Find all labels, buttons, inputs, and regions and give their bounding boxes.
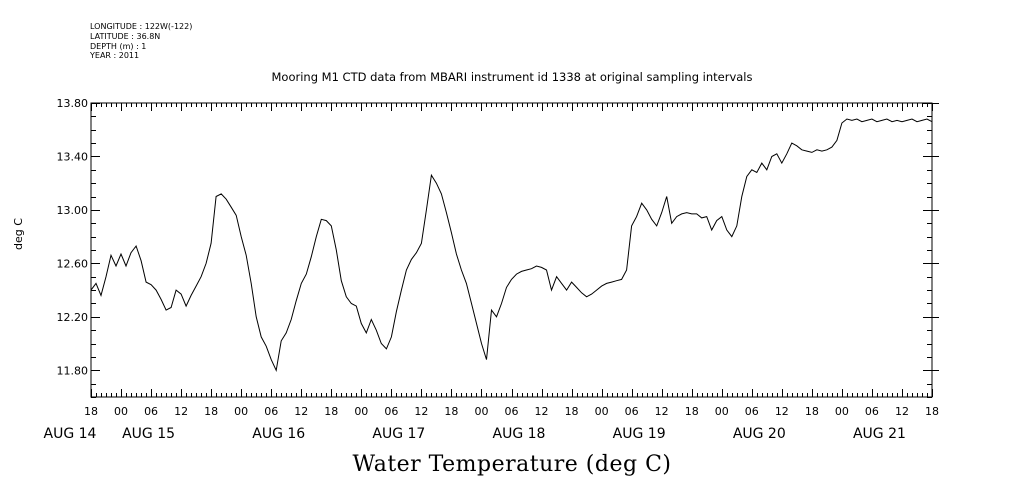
x-day-label: AUG 20	[733, 426, 786, 442]
x-hour-tick-label: 18	[805, 405, 819, 418]
x-day-label: AUG 16	[252, 426, 305, 442]
x-day-label: AUG 21	[853, 426, 906, 442]
x-hour-tick-label: 12	[775, 405, 789, 418]
x-hour-tick-label: 00	[715, 405, 729, 418]
temperature-series-line	[90, 118, 933, 372]
y-tick-label: 12.20	[57, 311, 89, 324]
x-day-label: AUG 14	[44, 426, 97, 442]
x-hour-tick-label: 12	[414, 405, 428, 418]
x-day-label: AUG 19	[613, 426, 666, 442]
y-tick-label: 11.80	[57, 364, 89, 377]
y-tick-label: 12.60	[57, 257, 89, 270]
x-hour-tick-label: 12	[294, 405, 308, 418]
x-hour-tick-label: 06	[625, 405, 639, 418]
x-hour-tick-label: 06	[505, 405, 519, 418]
metadata-block: LONGITUDE : 122W(-122) LATITUDE : 36.8N …	[90, 22, 192, 61]
x-hour-tick-label: 18	[204, 405, 218, 418]
meta-longitude: LONGITUDE : 122W(-122)	[90, 22, 193, 31]
meta-depth: DEPTH (m) : 1	[90, 41, 147, 51]
x-hour-tick-label: 18	[84, 405, 98, 418]
y-tick-label: 13.00	[57, 204, 89, 217]
x-hour-tick-label: 00	[114, 405, 128, 418]
x-hour-tick-label: 18	[324, 405, 338, 418]
x-hour-tick-label: 00	[354, 405, 368, 418]
x-hour-tick-label: 12	[895, 405, 909, 418]
x-hour-tick-label: 06	[745, 405, 759, 418]
x-hour-tick-label: 06	[144, 405, 158, 418]
x-hour-tick-label: 00	[474, 405, 488, 418]
y-tick-label: 13.40	[57, 150, 89, 163]
x-hour-tick-label: 18	[565, 405, 579, 418]
x-hour-tick-label: 12	[535, 405, 549, 418]
x-hour-tick-label: 00	[234, 405, 248, 418]
y-tick-label: 13.80	[57, 97, 89, 110]
x-hour-tick-label: 18	[925, 405, 939, 418]
x-hour-tick-label: 06	[865, 405, 879, 418]
plot-frame	[90, 102, 933, 398]
x-hour-tick-label: 18	[685, 405, 699, 418]
x-hour-tick-label: 00	[835, 405, 849, 418]
x-axis-title: Water Temperature (deg C)	[352, 452, 672, 477]
x-hour-tick-label: 00	[595, 405, 609, 418]
x-hour-tick-label: 12	[655, 405, 669, 418]
x-hour-tick-label: 06	[384, 405, 398, 418]
x-day-label: AUG 15	[122, 426, 175, 442]
x-hour-tick-label: 18	[444, 405, 458, 418]
meta-year: YEAR : 2011	[90, 51, 140, 61]
x-day-label: AUG 18	[493, 426, 546, 442]
x-hour-tick-label: 12	[174, 405, 188, 418]
chart-title: Mooring M1 CTD data from MBARI instrumen…	[271, 70, 753, 84]
meta-latitude: LATITUDE : 36.8N	[90, 31, 161, 41]
x-hour-tick-label: 06	[264, 405, 278, 418]
x-day-label: AUG 17	[372, 426, 425, 442]
